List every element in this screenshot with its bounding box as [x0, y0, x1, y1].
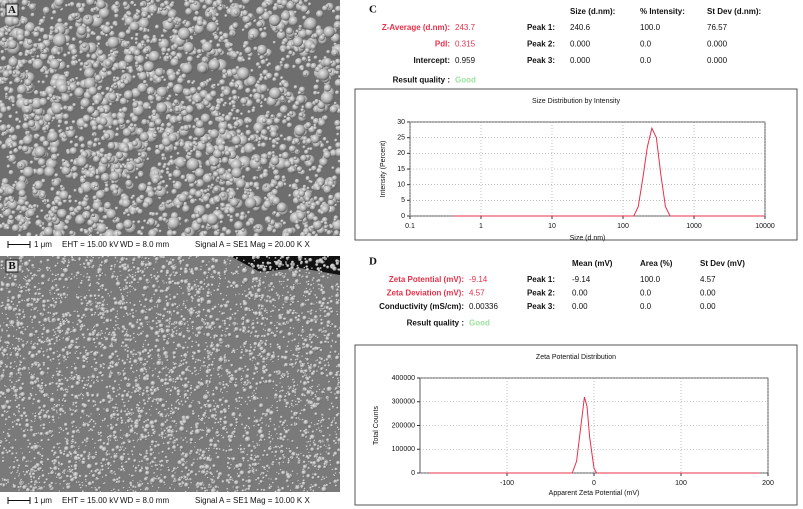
y-tick-label: 400000 [392, 375, 415, 382]
summary-value: 0.959 [455, 56, 476, 65]
summary-label: Zeta Potential (mV): [389, 275, 464, 284]
x-tick-label: 1000 [686, 223, 702, 230]
y-tick-label: 25 [397, 135, 405, 142]
quality-label: Result quality : [393, 76, 450, 85]
y-tick-label: 0 [401, 213, 405, 220]
peak-value: 0.00 [700, 289, 716, 298]
x-axis-label: Size (d.nm) [570, 235, 606, 242]
peak-value: 0.0 [640, 56, 652, 65]
panel-label: B [8, 260, 16, 272]
peak-value: 0.0 [640, 302, 652, 311]
image-info: Signal A = SE1 [195, 240, 249, 249]
peak-label: Peak 3: [527, 302, 555, 311]
quality-value: Good [469, 319, 490, 328]
panel-label: A [8, 4, 16, 16]
peak-label: Peak 1: [527, 275, 555, 284]
panel-label: D [369, 256, 377, 268]
peak-value: 0.000 [570, 40, 591, 49]
chart-title: Zeta Potential Distribution [536, 354, 616, 361]
summary-value: -9.14 [469, 275, 488, 284]
summary-label: Z-Average (d.nm): [382, 23, 450, 32]
summary-label: PdI: [435, 40, 450, 49]
table-header: St Dev (d.nm): [707, 7, 761, 16]
peak-label: Peak 2: [527, 40, 555, 49]
y-tick-label: 100000 [392, 446, 415, 453]
x-tick-label: 100 [675, 480, 687, 487]
x-tick-label: 0.1 [405, 223, 415, 230]
peak-value: 0.00 [700, 302, 716, 311]
summary-value: 0.00336 [469, 302, 498, 311]
table-header: St Dev (mV) [700, 259, 745, 268]
peak-value: 0.000 [707, 40, 728, 49]
peak-label: Peak 1: [527, 23, 555, 32]
chart-frame [355, 345, 797, 505]
summary-label: Conductivity (mS/cm): [379, 302, 464, 311]
panel-label: C [369, 4, 377, 16]
image-info: EHT = 15.00 kV [62, 240, 119, 249]
peak-value: 0.0 [640, 40, 652, 49]
y-tick-label: 30 [397, 119, 405, 126]
x-tick-label: 10000 [755, 223, 775, 230]
chart-title: Size Distribution by Intensity [532, 98, 620, 105]
chart-frame [355, 89, 797, 240]
peak-value: -9.14 [572, 275, 591, 284]
y-tick-label: 200000 [392, 422, 415, 429]
sem-image [0, 0, 345, 241]
image-info: Signal A = SE1 [195, 496, 249, 505]
x-tick-label: 0 [592, 480, 596, 487]
peak-label: Peak 3: [527, 56, 555, 65]
y-tick-label: 5 [401, 197, 405, 204]
summary-label: Intercept: [414, 56, 450, 65]
y-tick-label: 15 [397, 166, 405, 173]
quality-label: Result quality : [407, 319, 464, 328]
image-info: Mag = 10.00 K X [250, 496, 310, 505]
summary-label: Zeta Deviation (mV): [387, 289, 464, 298]
data-line [453, 128, 765, 216]
peak-value: 0.000 [570, 56, 591, 65]
peak-value: 100.0 [640, 275, 661, 284]
quality-value: Good [455, 76, 476, 85]
y-axis-label: Total Counts [373, 406, 380, 445]
image-info: WD = 8.0 mm [120, 240, 169, 249]
table-header: % Intensity: [640, 7, 685, 16]
peak-value: 0.0 [640, 289, 652, 298]
image-info: 1 μm [34, 496, 52, 505]
x-tick-label: 100 [617, 223, 629, 230]
table-header: Mean (mV) [572, 259, 613, 268]
peak-value: 76.57 [707, 23, 728, 32]
peak-value: 0.00 [572, 289, 588, 298]
peak-value: 240.6 [570, 23, 591, 32]
image-info: EHT = 15.00 kV [62, 496, 119, 505]
sem-image [0, 253, 342, 493]
y-axis-label: Intensity (Percent) [380, 141, 387, 198]
image-info: Mag = 20.00 K X [250, 240, 310, 249]
x-tick-label: 10 [548, 223, 556, 230]
y-tick-label: 300000 [392, 399, 415, 406]
peak-value: 4.57 [700, 275, 716, 284]
y-tick-label: 10 [397, 182, 405, 189]
image-info: 1 μm [34, 240, 52, 249]
y-tick-label: 0 [411, 470, 415, 477]
image-info: WD = 8.0 mm [120, 496, 169, 505]
peak-value: 0.000 [707, 56, 728, 65]
peak-label: Peak 2: [527, 289, 555, 298]
x-tick-label: -100 [500, 480, 514, 487]
table-header: Size (d.nm): [570, 7, 615, 16]
summary-value: 243.7 [455, 23, 476, 32]
summary-value: 4.57 [469, 289, 485, 298]
peak-value: 100.0 [640, 23, 661, 32]
y-tick-label: 20 [397, 150, 405, 157]
x-axis-label: Apparent Zeta Potential (mV) [549, 490, 640, 497]
x-tick-label: 200 [762, 480, 774, 487]
table-header: Area (%) [640, 259, 673, 268]
x-tick-label: 1 [479, 223, 483, 230]
summary-value: 0.315 [455, 40, 476, 49]
peak-value: 0.00 [572, 302, 588, 311]
